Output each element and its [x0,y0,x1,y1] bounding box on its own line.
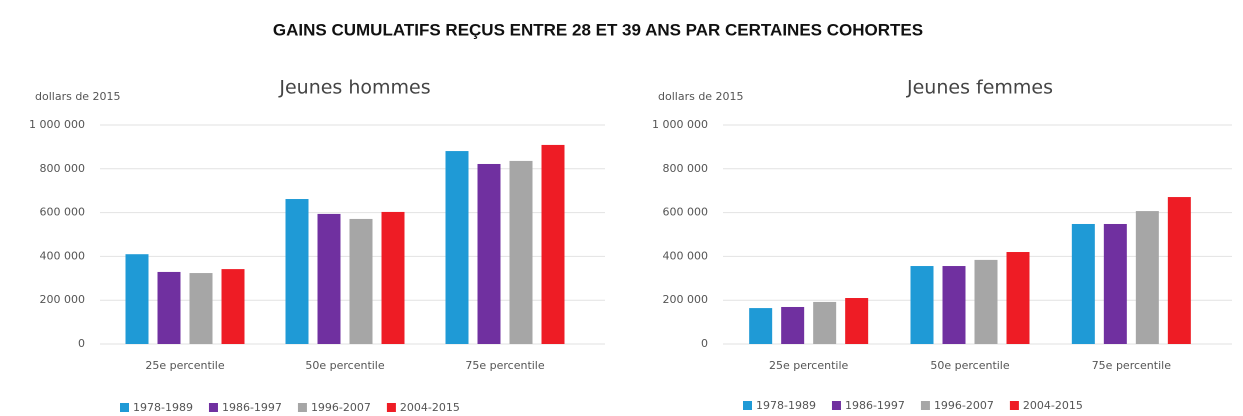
y-tick-label: 200 000 [663,293,709,306]
legend-swatch [743,401,752,410]
y-tick-label: 0 [78,337,85,350]
bar [1135,211,1159,344]
chart-title: Jeunes hommes [278,77,430,99]
legend-swatch [1009,401,1019,410]
y-tick-label: 400 000 [663,249,709,262]
legend-label: 2004-2015 [400,401,460,414]
y-tick-label: 1 000 000 [652,118,708,131]
legend-swatch [920,401,930,410]
legend-label: 1978-1989 [133,401,193,414]
x-tick-label: 25e percentile [769,359,849,372]
bar [509,160,533,344]
legend-swatch [386,403,396,412]
legend-label: 1996-2007 [934,399,994,412]
bar [974,259,998,344]
legend-label: 1986-1997 [222,401,282,414]
bar [477,163,501,344]
bar [1071,223,1095,344]
bar [157,271,181,344]
bar [125,254,149,344]
y-axis-label: dollars de 2015 [658,90,744,103]
bar [910,266,934,344]
y-tick-label: 1 000 000 [29,118,85,131]
chart-title: Jeunes femmes [906,77,1053,99]
page-title: GAINS CUMULATIFS REÇUS ENTRE 28 ET 39 AN… [273,20,923,39]
y-tick-label: 200 000 [40,293,86,306]
legend-swatch [297,403,307,412]
y-tick-label: 800 000 [663,162,709,175]
bar [1103,223,1127,344]
bar [317,213,341,344]
y-tick-label: 800 000 [40,162,86,175]
bar [221,269,245,344]
legend-label: 2004-2015 [1023,399,1083,412]
x-tick-label: 75e percentile [1092,359,1172,372]
bar [1006,252,1030,344]
x-tick-label: 75e percentile [465,359,545,372]
x-tick-label: 50e percentile [930,359,1010,372]
bar [749,308,773,344]
bar [781,306,805,344]
y-axis-label: dollars de 2015 [35,90,121,103]
legend-swatch [208,403,218,412]
x-tick-label: 25e percentile [145,359,225,372]
y-tick-label: 400 000 [40,249,86,262]
bar [1167,197,1191,344]
legend-label: 1986-1997 [845,399,905,412]
bar [349,218,373,344]
bar [189,273,213,344]
bar [942,266,966,344]
legend-swatch [831,401,841,410]
bar [541,144,565,344]
y-tick-label: 600 000 [663,206,709,219]
bar [845,298,869,344]
x-tick-label: 50e percentile [305,359,385,372]
bar [813,301,837,344]
bar [381,211,405,344]
legend-label: 1996-2007 [311,401,371,414]
bar [445,151,469,344]
legend-swatch [120,403,129,412]
bar [285,199,309,344]
y-tick-label: 0 [701,337,708,350]
y-tick-label: 600 000 [40,206,86,219]
legend-label: 1978-1989 [756,399,816,412]
